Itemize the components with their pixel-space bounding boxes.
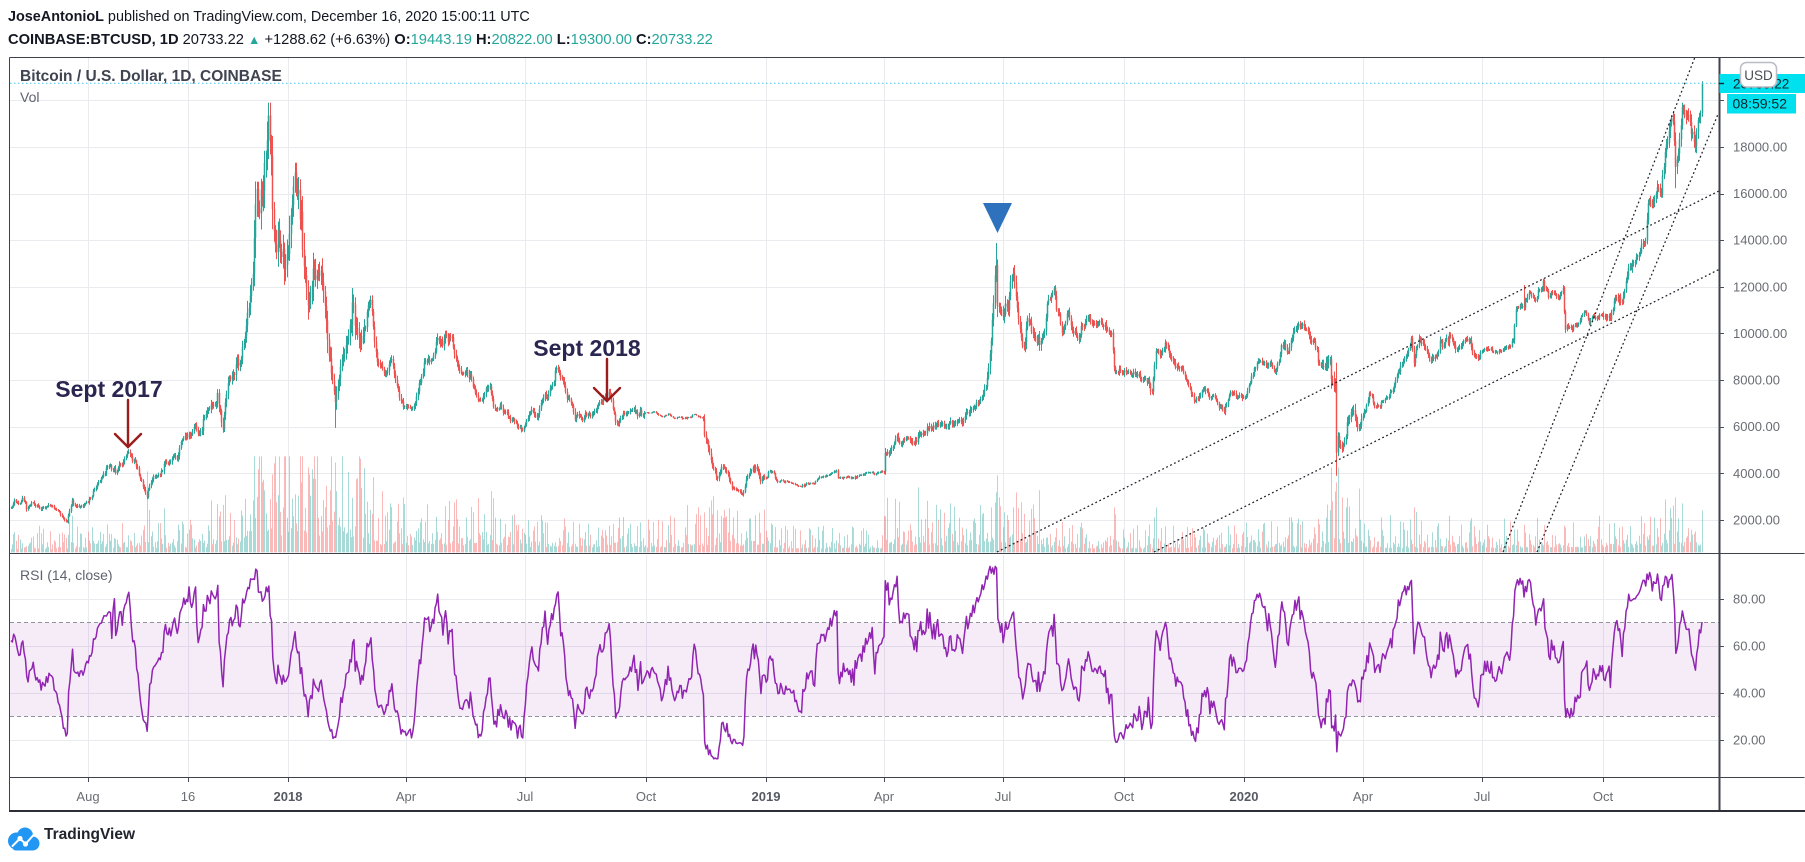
svg-text:20.00: 20.00 [1733,733,1766,748]
svg-text:80.00: 80.00 [1733,592,1766,607]
svg-text:60.00: 60.00 [1733,639,1766,654]
svg-text:Apr: Apr [396,789,417,804]
svg-text:COINBASE:BTCUSD, 1D 20733.22 ▲: COINBASE:BTCUSD, 1D 20733.22 ▲ +1288.62 … [8,32,713,48]
svg-text:Bitcoin / U.S. Dollar, 1D, COI: Bitcoin / U.S. Dollar, 1D, COINBASE [20,68,282,85]
svg-text:2020: 2020 [1230,789,1259,804]
svg-text:Sept 2017: Sept 2017 [55,376,162,402]
svg-text:16000.00: 16000.00 [1733,186,1787,201]
svg-text:8000.00: 8000.00 [1733,373,1780,388]
svg-text:Vol: Vol [20,89,39,105]
svg-text:12000.00: 12000.00 [1733,279,1787,294]
svg-text:4000.00: 4000.00 [1733,466,1780,481]
svg-text:Aug: Aug [76,789,99,804]
svg-text:JoseAntonioL published on Trad: JoseAntonioL published on TradingView.co… [8,9,530,25]
svg-text:2019: 2019 [752,789,781,804]
svg-text:TradingView: TradingView [44,826,136,843]
svg-text:08:59:52: 08:59:52 [1733,96,1788,112]
svg-text:Sept 2018: Sept 2018 [533,335,641,361]
svg-text:18000.00: 18000.00 [1733,140,1787,155]
svg-text:16: 16 [181,789,195,804]
svg-text:6000.00: 6000.00 [1733,419,1780,434]
svg-text:2000.00: 2000.00 [1733,513,1780,528]
svg-text:USD: USD [1744,68,1773,83]
svg-text:Apr: Apr [874,789,895,804]
svg-text:Jul: Jul [1474,789,1491,804]
svg-text:2018: 2018 [274,789,303,804]
svg-text:Jul: Jul [517,789,534,804]
svg-text:Oct: Oct [1114,789,1135,804]
svg-text:14000.00: 14000.00 [1733,233,1787,248]
svg-text:40.00: 40.00 [1733,686,1766,701]
svg-text:Apr: Apr [1353,789,1374,804]
svg-text:Oct: Oct [1593,789,1614,804]
svg-text:10000.00: 10000.00 [1733,326,1787,341]
svg-text:Jul: Jul [995,789,1012,804]
svg-text:RSI (14, close): RSI (14, close) [20,567,113,583]
svg-text:Oct: Oct [636,789,657,804]
